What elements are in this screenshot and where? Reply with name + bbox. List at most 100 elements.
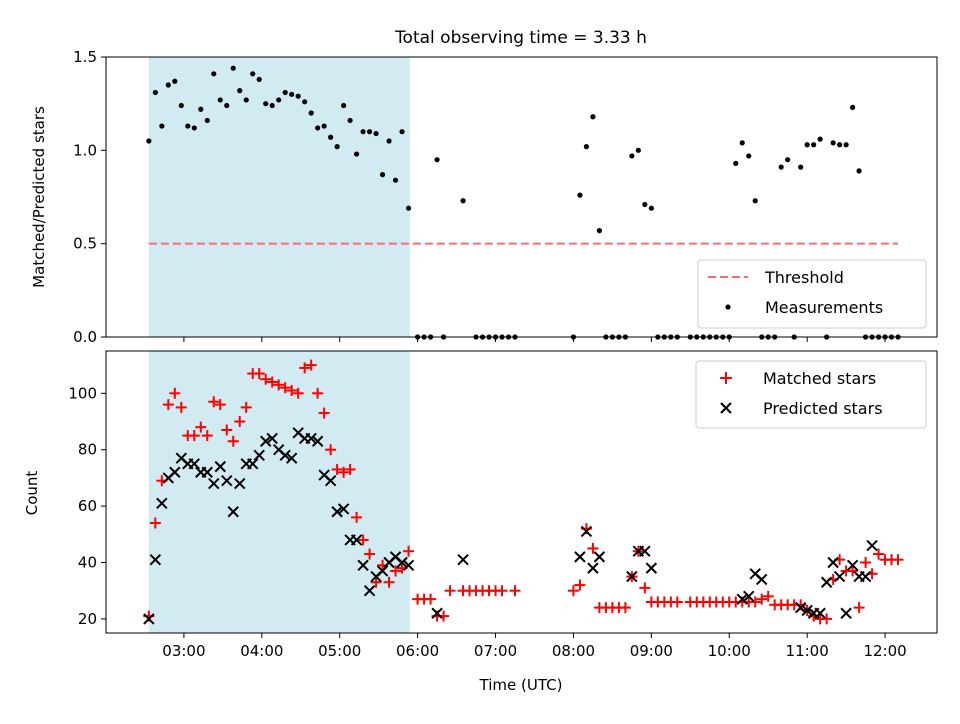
measurement-point (405, 205, 412, 211)
x-tick-label: 08:00 (552, 642, 595, 660)
measurement-point (152, 89, 158, 96)
bottom-y-tick-label: 80 (78, 441, 97, 459)
measurement-point (577, 192, 583, 198)
bottom-legend: Matched stars Predicted stars (695, 360, 927, 429)
matched-star-point (425, 593, 437, 605)
matched-star-point (671, 596, 683, 608)
top-legend-frame (697, 259, 927, 329)
measurement-point (172, 78, 178, 84)
predicted-star-point (156, 497, 168, 509)
matched-star-point (208, 396, 220, 408)
measurement-point (642, 201, 648, 208)
measurement-point (460, 198, 466, 204)
matched-star-point (195, 421, 207, 433)
predicted-star-point (396, 556, 408, 569)
predicted-star-point (331, 506, 343, 518)
matched-star-point (273, 379, 285, 391)
measurement-point (373, 130, 379, 137)
matched-star-point (370, 576, 382, 588)
predicted-star-point (337, 503, 350, 515)
predicted-star-point (149, 553, 162, 566)
predicted-star-point (866, 539, 878, 552)
predicted-star-point (846, 559, 859, 572)
top-y-tick-label: 0.0 (73, 328, 97, 346)
measurement-point (269, 102, 275, 109)
predicted-star-point (756, 573, 768, 586)
predicted-star-point (827, 556, 839, 569)
matched-star-point (509, 585, 521, 597)
x-tick-label: 12:00 (863, 642, 906, 660)
matched-star-point (234, 416, 246, 427)
measurement-point (308, 110, 314, 116)
measurement-point (399, 129, 405, 135)
measurement-point (159, 123, 165, 129)
predicted-star-point (402, 559, 415, 572)
predicted-star-point (266, 432, 278, 445)
measurement-point (295, 93, 301, 99)
predicted-star-point (143, 613, 155, 625)
matched-star-point (253, 368, 265, 380)
matched-star-point (279, 382, 291, 394)
predicted-star-point (645, 562, 658, 574)
predicted-star-point (221, 475, 233, 487)
matched-star-point (639, 582, 651, 594)
measurement-point (366, 129, 373, 135)
measurement-point (830, 140, 836, 146)
measurement-point (250, 71, 256, 77)
predicted-star-point (376, 565, 389, 577)
bottom-shaded-interval (148, 351, 410, 633)
predicted-star-point (208, 477, 220, 490)
matched-star-point (749, 596, 761, 608)
predicted-star-point (794, 601, 807, 614)
predicted-star-point (305, 432, 317, 445)
measurement-point (733, 160, 739, 166)
measurement-point (583, 144, 590, 150)
measurements-legend-label: Measurements (765, 298, 883, 317)
matched-star-point (240, 401, 252, 413)
matched-star-point (331, 463, 343, 475)
measurement-point (321, 123, 327, 129)
bottom-panel: 20 40 60 80 100 03:00 04:00 05:00 06:00 07:00 08:… (23, 350, 938, 694)
x-tick-label: 06:00 (396, 642, 439, 660)
measurement-point (230, 65, 236, 71)
measurement-point (302, 99, 308, 105)
top-shaded-interval (148, 57, 410, 337)
matched-star-point (201, 430, 213, 442)
x-tick-label: 05:00 (318, 642, 361, 660)
predicted-star-point (311, 435, 324, 447)
x-tick-label: 07:00 (474, 642, 517, 660)
bottom-y-tick-label: 100 (68, 384, 97, 402)
bottom-plot-frame (105, 350, 938, 634)
predicted-stars-series (143, 427, 878, 625)
measurement-point (837, 142, 843, 148)
measurement-point (746, 153, 752, 159)
chart-title: Total observing time = 3.33 h (394, 28, 647, 48)
matched-star-point (357, 534, 369, 546)
matched-star-point (756, 593, 768, 605)
measurement-point (590, 114, 596, 120)
matched-legend-label: Matched stars (763, 369, 876, 388)
top-legend: Threshold Measurements (697, 259, 927, 329)
predicted-star-point (169, 466, 181, 478)
bottom-y-tick-label: 60 (78, 497, 97, 515)
predicted-star-point (247, 458, 259, 470)
matched-star-point (383, 576, 395, 588)
x-axis: 03:00 04:00 05:00 06:00 07:00 08:00 09:00 10:00… (162, 633, 907, 660)
predicted-star-point (814, 607, 826, 619)
matched-star-point (318, 407, 330, 419)
predicted-star-point (324, 475, 337, 487)
predicted-star-point (840, 607, 852, 619)
measurement-point (237, 88, 243, 94)
predicted-star-point (188, 458, 201, 470)
measurement-point (165, 82, 171, 88)
matched-star-point (892, 554, 904, 566)
matched-legend-swatch (720, 372, 732, 384)
predicted-star-point (363, 584, 376, 597)
predicted-star-point (833, 570, 846, 583)
matched-star-point (312, 387, 324, 399)
matched-star-point (860, 557, 872, 568)
measurement-point (635, 147, 641, 153)
matched-star-point (821, 613, 833, 625)
top-y-tick-label: 1.0 (73, 141, 97, 159)
